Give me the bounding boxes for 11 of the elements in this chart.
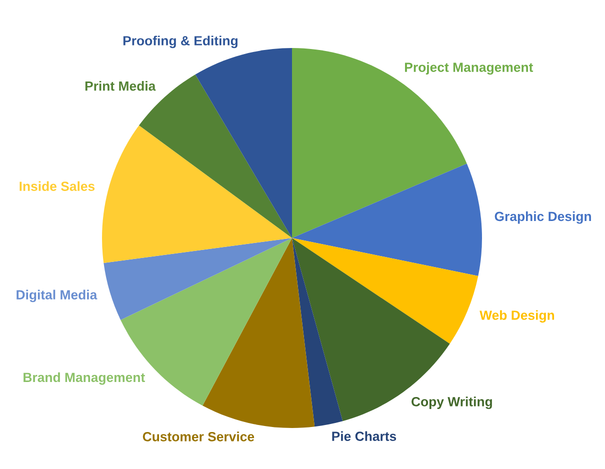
slice-label: Copy Writing bbox=[412, 396, 492, 410]
slice-label: Brand Management bbox=[24, 372, 145, 385]
slice-label: Customer Service bbox=[142, 432, 254, 442]
slice-label: Graphic Design bbox=[494, 211, 591, 224]
slice-label: Print Media bbox=[85, 81, 156, 91]
slice-label: Inside Sales bbox=[20, 181, 95, 191]
slice-label: Proofing & Editing bbox=[123, 36, 238, 48]
slice-label: Digital Media bbox=[16, 290, 98, 302]
slice-label: Web Design bbox=[480, 310, 554, 323]
slice-label: Pie Charts bbox=[332, 431, 396, 441]
slice-label: Project Management bbox=[405, 62, 534, 75]
